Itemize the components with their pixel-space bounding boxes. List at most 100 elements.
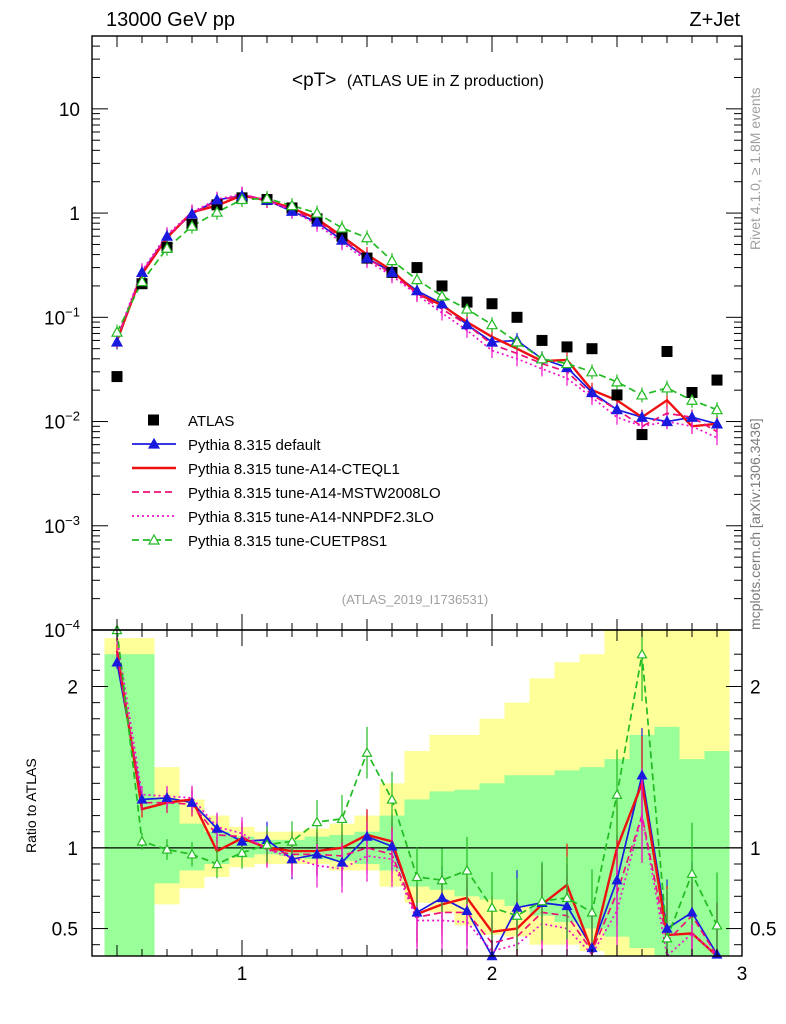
series-point-default: [185, 207, 199, 219]
ratio-point-cuetp8s1: [311, 816, 323, 827]
series-point-default: [460, 318, 474, 330]
series-line-5: [116, 197, 718, 411]
legend-label: Pythia 8.315 tune-A14-NNPDF2.3LO: [188, 509, 434, 526]
series-point-cuetp8s1: [210, 205, 224, 217]
series-point-cuetp8s1: [285, 199, 299, 211]
ratio-point-cuetp8s1: [586, 906, 598, 917]
y-tick-label: 1: [69, 204, 80, 225]
ratio-point-cuetp8s1: [336, 813, 348, 824]
series-point-default: [210, 193, 224, 205]
series-point-cuetp8s1: [360, 231, 374, 243]
ratio-y-tick-label-right: 0.5: [750, 920, 776, 941]
ratio-point-cuetp8s1: [511, 909, 523, 920]
series-point-cuetp8s1: [410, 273, 424, 285]
ratio-point-default: [686, 906, 698, 917]
series-point-cuetp8s1: [560, 357, 574, 369]
ratio-y-tick-label-right: 1: [750, 839, 761, 860]
series-point-cuetp8s1: [610, 375, 624, 387]
series-point-cuetp8s1: [385, 254, 399, 266]
ratio-point-cuetp8s1: [261, 838, 273, 849]
ratio-point-default: [336, 856, 348, 867]
x-tick-label: 1: [237, 964, 248, 985]
data-point-atlas: [661, 345, 673, 357]
ratio-y-tick-label-right: 2: [750, 677, 761, 698]
data-point-atlas: [461, 296, 473, 308]
series-point-default: [160, 229, 174, 241]
series-point-default: [485, 335, 499, 347]
legend-label: Pythia 8.315 tune-A14-CTEQL1: [188, 461, 400, 478]
data-point-atlas: [511, 311, 523, 323]
ratio-point-default: [611, 874, 623, 885]
data-point-atlas: [711, 374, 723, 386]
ratio-point-cuetp8s1: [561, 892, 573, 903]
ratio-point-default: [461, 905, 473, 916]
data-point-atlas: [536, 334, 548, 346]
ratio-point-cuetp8s1: [711, 919, 723, 930]
ratio-point-cuetp8s1: [436, 874, 448, 885]
series-point-default: [610, 403, 624, 415]
ratio-point-default: [436, 892, 448, 903]
ratio-point-cuetp8s1: [686, 867, 698, 878]
ratio-point-cuetp8s1: [236, 846, 248, 857]
series-point-cuetp8s1: [260, 192, 274, 204]
ratio-point-cuetp8s1: [536, 895, 548, 906]
ratio-y-axis-label: Ratio to ATLAS: [23, 758, 39, 853]
plot-title-main: <pT>: [292, 70, 336, 91]
ratio-point-default: [286, 853, 298, 864]
legend-label: Pythia 8.315 default: [188, 437, 321, 454]
legend-marker-default: [147, 437, 161, 449]
ratio-point-cuetp8s1: [386, 793, 398, 804]
ratio-point-default: [136, 793, 148, 804]
ratio-point-cuetp8s1: [461, 864, 473, 875]
series-point-cuetp8s1: [135, 275, 149, 287]
series-point-default: [360, 251, 374, 263]
ratio-point-cuetp8s1: [186, 848, 198, 859]
legend-label: Pythia 8.315 tune-A14-MSTW2008LO: [188, 485, 441, 502]
ratio-point-cuetp8s1: [361, 746, 373, 757]
series-point-default: [685, 410, 699, 422]
series-point-cuetp8s1: [585, 365, 599, 377]
ratio-point-default: [111, 656, 123, 667]
ratio-point-cuetp8s1: [411, 871, 423, 882]
plot-title: <pT> (ATLAS UE in Z production): [292, 70, 544, 91]
ratio-point-default: [161, 792, 173, 803]
ratio-y-tick-label-left: 1: [67, 839, 78, 860]
series-point-default: [435, 297, 449, 309]
header-right-label: Z+Jet: [689, 9, 740, 31]
legend-label: Pythia 8.315 tune-CUETP8S1: [188, 533, 387, 550]
data-point-atlas: [586, 343, 598, 355]
ratio-point-default: [361, 830, 373, 841]
series-line-2: [115, 194, 718, 428]
ratio-point-default: [311, 848, 323, 859]
data-point-atlas: [486, 298, 498, 310]
series-point-cuetp8s1: [335, 221, 349, 233]
ratio-point-cuetp8s1: [136, 835, 148, 846]
series-point-cuetp8s1: [510, 335, 524, 347]
series-point-cuetp8s1: [635, 388, 649, 400]
series-point-cuetp8s1: [685, 394, 699, 405]
series-point-cuetp8s1: [235, 193, 249, 205]
data-point-atlas: [211, 199, 223, 211]
plot-title-sub: (ATLAS UE in Z production): [347, 73, 544, 90]
series-point-cuetp8s1: [660, 381, 674, 393]
series-line-4: [116, 193, 718, 439]
ratio-point-cuetp8s1: [211, 858, 223, 869]
series-point-cuetp8s1: [485, 318, 499, 330]
legend-label: ATLAS: [188, 413, 234, 430]
series-point-default: [710, 417, 724, 429]
series-point-default: [585, 386, 599, 398]
series-point-default: [335, 233, 349, 245]
ratio-point-cuetp8s1: [161, 843, 173, 854]
ratio-point-default: [236, 835, 248, 846]
analysis-tag: (ATLAS_2019_I1736531): [342, 592, 488, 607]
ratio-point-cuetp8s1: [661, 932, 673, 943]
series-line-3: [116, 193, 718, 433]
series-point-cuetp8s1: [435, 289, 449, 301]
ratio-y-tick-label-left: 2: [67, 677, 78, 698]
legend-marker-cuetp8s1: [147, 533, 161, 545]
x-tick-label: 2: [487, 964, 498, 985]
data-point-atlas: [411, 262, 423, 274]
ratio-point-default: [561, 900, 573, 911]
series-point-cuetp8s1: [310, 206, 324, 218]
